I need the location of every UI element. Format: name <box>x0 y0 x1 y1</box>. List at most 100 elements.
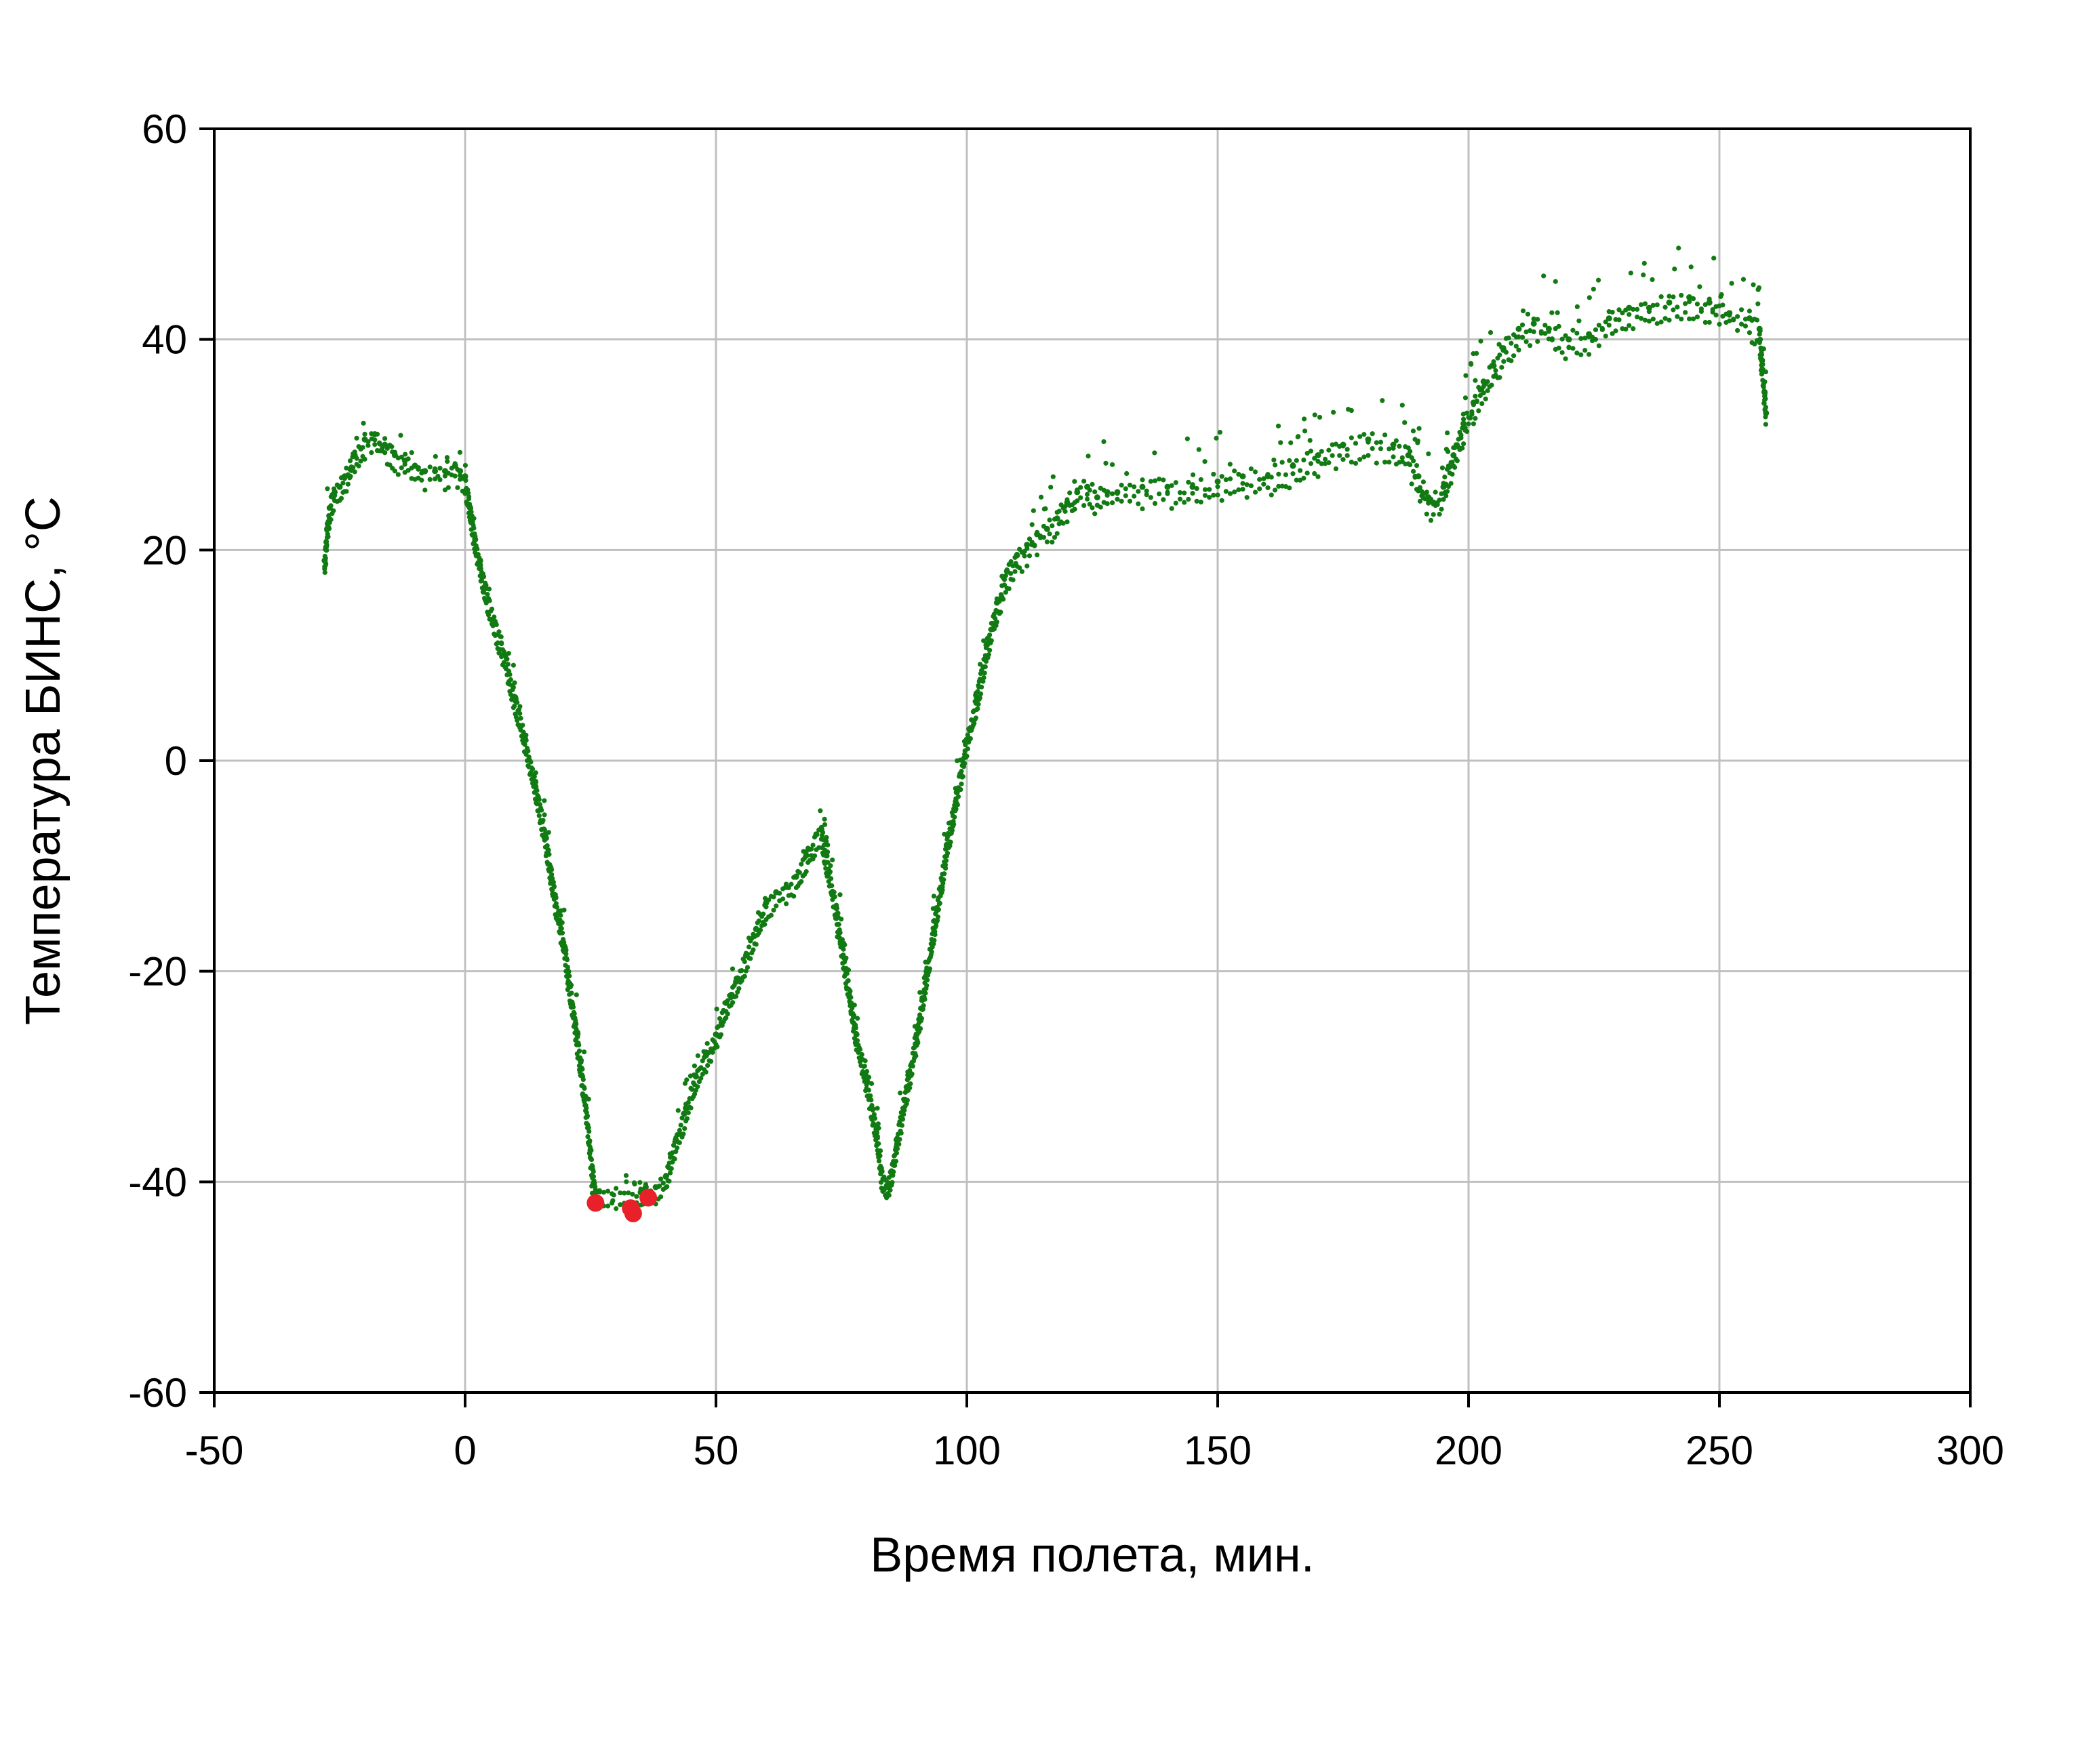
trace-dot <box>1294 477 1299 483</box>
data-point <box>984 641 991 648</box>
trace-dot <box>1391 454 1396 460</box>
trace-dot <box>1420 479 1426 485</box>
trace-dot <box>1215 484 1220 489</box>
trace-dot <box>1269 492 1274 498</box>
series-trace <box>322 245 1768 1211</box>
trace-dot <box>876 1159 882 1164</box>
trace-dot <box>987 647 993 653</box>
trace-dot <box>1006 586 1012 592</box>
x-tick-label: 150 <box>1184 1428 1252 1473</box>
trace-dot <box>677 1140 682 1146</box>
data-point <box>1530 320 1537 327</box>
trace-dot <box>525 748 531 754</box>
trace-dot <box>1476 408 1481 414</box>
trace-dot <box>942 866 949 871</box>
trace-dot <box>360 445 365 450</box>
trace-dot <box>690 1087 695 1092</box>
trace-dot <box>1667 317 1672 323</box>
trace-dot <box>1623 326 1629 332</box>
trace-dot <box>904 1098 910 1103</box>
data-point <box>572 1020 579 1027</box>
trace-dot <box>328 517 334 523</box>
data-point <box>953 789 960 796</box>
trace-dot <box>409 449 414 456</box>
trace-dot <box>771 907 776 913</box>
trace-dot <box>1461 416 1467 422</box>
trace-dot <box>1428 517 1434 523</box>
trace-dot <box>1349 435 1354 441</box>
trace-dot <box>1506 335 1511 341</box>
data-point <box>587 1147 594 1154</box>
trace-dot <box>626 1190 631 1196</box>
trace-dot <box>1236 471 1241 477</box>
data-point <box>803 852 810 859</box>
trace-dot <box>976 702 981 707</box>
trace-dot <box>1452 464 1458 470</box>
trace-dot <box>1374 460 1379 466</box>
trace-dot <box>869 1081 875 1086</box>
trace-dot <box>1593 327 1599 333</box>
trace-dot <box>931 894 937 899</box>
trace-dot <box>352 469 357 475</box>
trace-dot <box>581 1049 587 1055</box>
trace-dot <box>1297 477 1303 483</box>
trace-dot <box>677 1127 682 1133</box>
data-point <box>1726 310 1733 317</box>
trace-dot <box>1194 498 1199 504</box>
trace-dot <box>744 965 751 970</box>
trace-dot <box>1501 359 1507 364</box>
trace-dot <box>1650 317 1656 322</box>
trace-dot <box>1433 489 1438 495</box>
trace-dot <box>1357 434 1363 439</box>
trace-dot <box>1340 457 1346 462</box>
trace-dot <box>1747 308 1752 314</box>
trace-dot <box>1491 359 1496 365</box>
trace-dot <box>934 923 939 928</box>
trace-dot <box>1717 321 1722 327</box>
data-point <box>372 430 378 437</box>
trace-dot <box>1244 482 1250 487</box>
trace-dot <box>854 1038 860 1043</box>
data-point <box>1034 531 1041 538</box>
trace-dot <box>1654 321 1660 326</box>
trace-dot <box>1409 481 1414 487</box>
trace-dot <box>1751 282 1756 287</box>
trace-dot <box>1374 440 1379 445</box>
trace-dot <box>975 706 980 711</box>
highlight-point <box>586 1194 605 1212</box>
trace-dot <box>902 1108 907 1113</box>
trace-dot <box>1031 508 1036 513</box>
trace-dot <box>427 464 433 470</box>
trace-dot <box>1473 416 1478 421</box>
trace-dot <box>757 927 763 933</box>
trace-dot <box>1090 481 1095 487</box>
data-point <box>888 1168 895 1175</box>
trace-dot <box>965 746 970 752</box>
trace-dot <box>718 1032 723 1037</box>
grid <box>214 129 1970 1392</box>
data-point <box>1405 452 1412 459</box>
data-points <box>321 245 1770 1222</box>
trace-dot <box>559 920 565 925</box>
trace-dot <box>1687 316 1692 321</box>
trace-dot <box>1443 493 1449 499</box>
trace-dot <box>1466 421 1471 426</box>
trace-dot <box>761 911 766 917</box>
data-point <box>733 978 740 985</box>
x-tick-label: 200 <box>1435 1428 1502 1473</box>
data-point <box>1763 409 1770 416</box>
trace-dot <box>496 629 502 635</box>
trace-dot <box>742 974 747 979</box>
trace-dot <box>771 894 776 900</box>
trace-dot <box>1148 479 1153 484</box>
data-point <box>1706 299 1713 306</box>
trace-dot <box>325 534 331 540</box>
trace-dot <box>1302 428 1308 434</box>
trace-dot <box>937 900 942 906</box>
trace-dot <box>618 1202 623 1207</box>
data-point <box>773 889 780 896</box>
trace-dot <box>1223 489 1229 494</box>
trace-dot <box>576 1063 582 1068</box>
